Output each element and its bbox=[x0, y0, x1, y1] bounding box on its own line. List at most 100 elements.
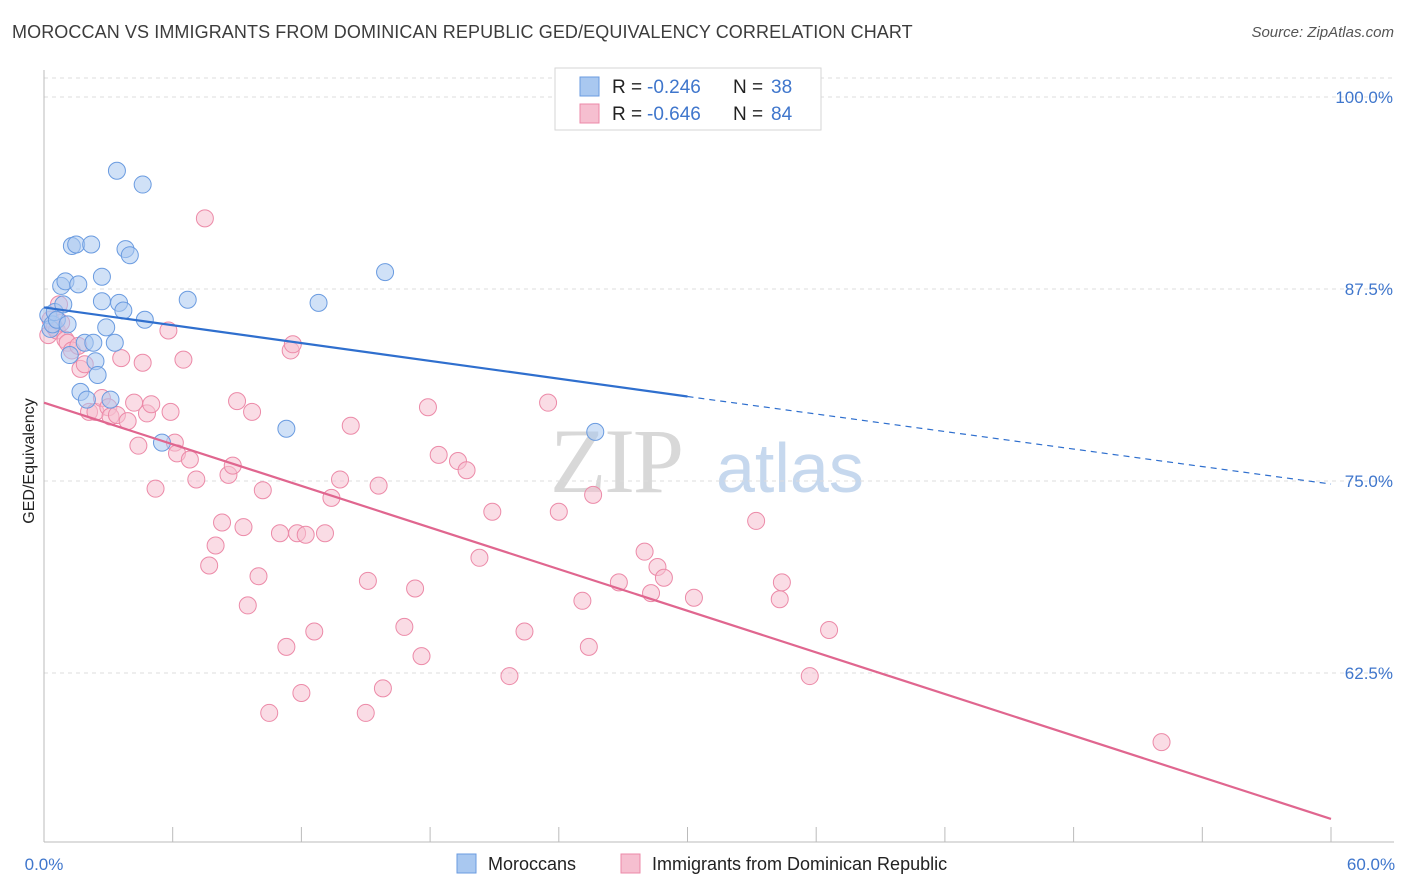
data-point-dominican bbox=[238, 596, 257, 615]
legend-r-value-2: -0.646 bbox=[647, 104, 701, 125]
data-point-moroccan bbox=[84, 333, 103, 352]
legend-n-label-1: N = bbox=[733, 77, 763, 98]
y-tick-label: 87.5% bbox=[1345, 280, 1393, 299]
data-point-dominican bbox=[747, 511, 766, 530]
data-point-dominican bbox=[1152, 733, 1171, 752]
data-point-dominican bbox=[515, 622, 534, 641]
chart-title: MOROCCAN VS IMMIGRANTS FROM DOMINICAN RE… bbox=[12, 22, 913, 42]
trend-line-moroccans bbox=[43, 306, 688, 398]
data-point-dominican bbox=[187, 470, 206, 489]
data-point-dominican bbox=[429, 445, 448, 464]
data-point-dominican bbox=[341, 416, 360, 435]
legend-bottom-swatch-moroccans bbox=[456, 853, 477, 874]
legend-n-value-2: 84 bbox=[771, 104, 793, 125]
trend-line-moroccans-extension bbox=[687, 395, 1332, 485]
y-axis-title: GED/Equivalency bbox=[21, 398, 38, 523]
data-point-dominican bbox=[253, 481, 272, 500]
data-point-moroccan bbox=[105, 333, 124, 352]
data-point-moroccan bbox=[178, 290, 197, 309]
data-point-dominican bbox=[820, 620, 839, 639]
data-point-dominican bbox=[406, 579, 425, 598]
legend-r-label-1: R = bbox=[612, 77, 642, 98]
data-point-moroccan bbox=[92, 292, 111, 311]
data-point-dominican bbox=[770, 590, 789, 609]
y-tick-labels: 100.0% 87.5% 75.0% 62.5% bbox=[1335, 88, 1393, 683]
data-point-moroccan bbox=[376, 263, 395, 282]
data-point-moroccan bbox=[101, 390, 120, 409]
data-point-dominican bbox=[161, 402, 180, 421]
legend-bottom: Moroccans Immigrants from Dominican Repu… bbox=[456, 853, 947, 874]
data-point-dominican bbox=[584, 485, 603, 504]
chart-source: Source: ZipAtlas.com bbox=[1251, 24, 1394, 41]
data-point-dominican bbox=[305, 622, 324, 641]
data-point-dominican bbox=[234, 518, 253, 537]
data-point-dominican bbox=[133, 353, 152, 372]
data-point-dominican bbox=[483, 502, 502, 521]
data-point-dominican bbox=[129, 436, 148, 455]
watermark-atlas: atlas bbox=[716, 429, 864, 507]
data-point-dominican bbox=[260, 703, 279, 722]
data-point-dominican bbox=[195, 209, 214, 228]
y-tick-label: 100.0% bbox=[1335, 88, 1393, 107]
data-point-dominican bbox=[369, 476, 388, 495]
data-point-moroccan bbox=[92, 267, 111, 286]
data-point-dominican bbox=[180, 450, 199, 469]
data-point-dominican bbox=[277, 637, 296, 656]
data-point-dominican bbox=[213, 513, 232, 532]
data-point-dominican bbox=[418, 398, 437, 417]
y-tick-label: 75.0% bbox=[1345, 472, 1393, 491]
data-point-dominican bbox=[412, 647, 431, 666]
data-point-dominican bbox=[549, 502, 568, 521]
data-point-dominican bbox=[500, 667, 519, 686]
data-point-dominican bbox=[457, 461, 476, 480]
data-point-dominican bbox=[315, 524, 334, 543]
data-point-dominican bbox=[635, 542, 654, 561]
legend-bottom-label-moroccans: Moroccans bbox=[488, 854, 576, 874]
data-point-dominican bbox=[800, 667, 819, 686]
legend-top: R = -0.246 N = 38 R = -0.646 N = 84 bbox=[554, 67, 822, 131]
data-point-moroccan bbox=[82, 235, 101, 254]
data-point-dominican bbox=[228, 392, 247, 411]
x-axis-ticks bbox=[43, 827, 1332, 842]
data-point-moroccan bbox=[133, 175, 152, 194]
data-point-dominican bbox=[373, 679, 392, 698]
data-point-moroccan bbox=[114, 301, 133, 320]
data-point-dominican bbox=[174, 350, 193, 369]
data-point-dominican bbox=[206, 536, 225, 555]
y-tick-label: 62.5% bbox=[1345, 664, 1393, 683]
x-tick-label-max: 60.0% bbox=[1347, 855, 1395, 874]
data-point-dominican bbox=[112, 349, 131, 368]
data-point-dominican bbox=[243, 402, 262, 421]
trend-lines bbox=[43, 306, 1332, 820]
legend-bottom-label-dominican: Immigrants from Dominican Republic bbox=[652, 854, 947, 874]
data-point-dominican bbox=[573, 591, 592, 610]
data-point-moroccan bbox=[77, 390, 96, 409]
data-point-moroccan bbox=[58, 315, 77, 334]
data-point-dominican bbox=[684, 588, 703, 607]
legend-n-label-2: N = bbox=[733, 104, 763, 125]
data-point-dominican bbox=[470, 548, 489, 567]
gridlines bbox=[44, 77, 1394, 674]
data-point-moroccan bbox=[107, 161, 126, 180]
data-point-moroccan bbox=[97, 318, 116, 337]
data-point-dominican bbox=[356, 703, 375, 722]
data-point-moroccan bbox=[277, 419, 296, 438]
data-point-dominican bbox=[331, 470, 350, 489]
data-point-dominican bbox=[539, 393, 558, 412]
data-point-dominican bbox=[296, 525, 315, 544]
data-point-moroccan bbox=[88, 366, 107, 385]
legend-r-value-1: -0.246 bbox=[647, 77, 701, 98]
legend-n-value-1: 38 bbox=[771, 77, 792, 98]
data-point-dominican bbox=[142, 395, 161, 414]
x-tick-label-min: 0.0% bbox=[25, 855, 64, 874]
data-point-dominican bbox=[270, 524, 289, 543]
data-point-dominican bbox=[772, 573, 791, 592]
data-point-dominican bbox=[579, 637, 598, 656]
data-point-dominican bbox=[200, 556, 219, 575]
data-point-dominican bbox=[146, 479, 165, 498]
legend-r-label-2: R = bbox=[612, 104, 642, 125]
series-moroccans-points bbox=[39, 161, 605, 452]
data-point-dominican bbox=[358, 571, 377, 590]
legend-swatch-moroccans bbox=[579, 76, 600, 97]
